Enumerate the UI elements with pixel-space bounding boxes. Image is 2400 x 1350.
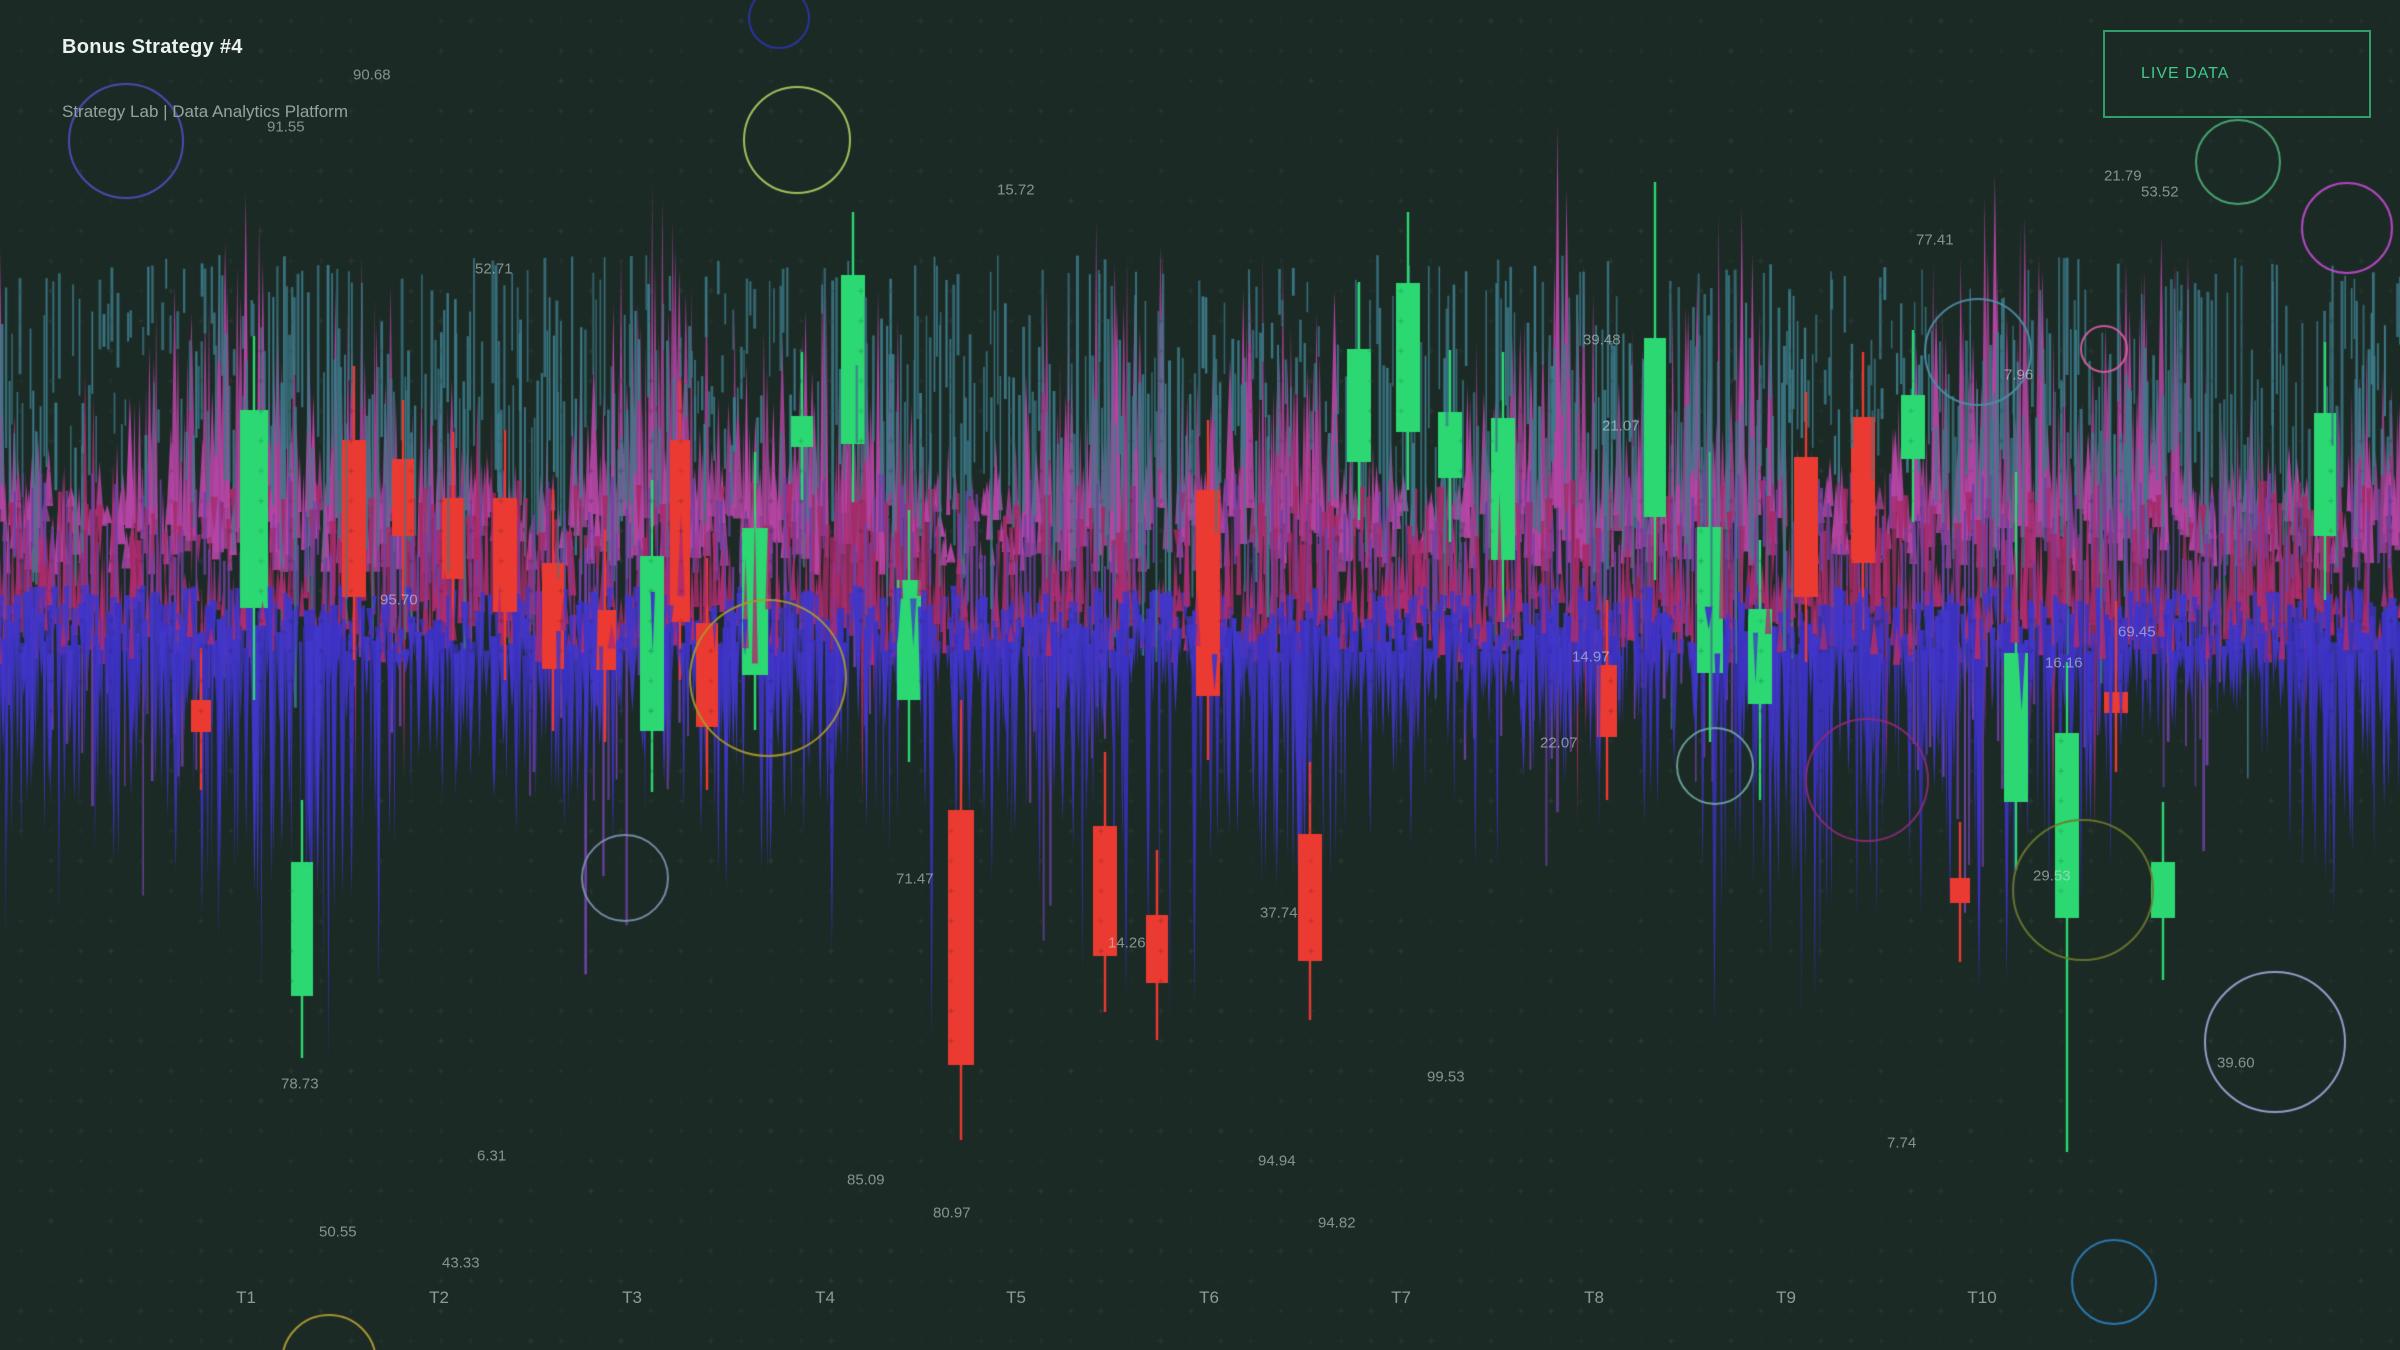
value-annotation: 14.26: [1108, 934, 1146, 952]
x-axis-label: T5: [1006, 1288, 1026, 1307]
value-annotation: 43.33: [442, 1254, 480, 1272]
value-annotation: 91.55: [267, 118, 305, 136]
value-annotation: 39.48: [1583, 331, 1621, 349]
value-annotation: 99.53: [1427, 1068, 1465, 1086]
page-title: Bonus Strategy #4: [62, 36, 243, 58]
value-annotation: 85.09: [847, 1171, 885, 1189]
value-annotation: 53.52: [2141, 183, 2179, 201]
value-annotation: 22.07: [1540, 734, 1578, 752]
value-annotation: 77.41: [1916, 231, 1954, 249]
x-axis-label: T6: [1199, 1288, 1219, 1307]
live-data-badge-label: LIVE DATA: [2141, 65, 2230, 82]
value-annotation: 94.94: [1258, 1152, 1296, 1170]
value-annotation: 80.97: [933, 1204, 971, 1222]
live-data-badge: LIVE DATA: [2103, 30, 2371, 118]
value-annotation: 90.68: [353, 66, 391, 84]
value-annotation: 69.45: [2118, 623, 2156, 641]
value-annotation: 14.97: [1572, 648, 1610, 666]
value-annotation: 39.60: [2217, 1054, 2255, 1072]
x-axis-label: T7: [1391, 1288, 1411, 1307]
value-annotation: 71.47: [896, 870, 934, 888]
value-annotation: 94.82: [1318, 1214, 1356, 1232]
value-annotation: 52.71: [475, 260, 513, 278]
value-annotation: 7.96: [2004, 366, 2034, 384]
x-axis-label: T1: [236, 1288, 256, 1307]
value-annotation: 7.74: [1887, 1134, 1917, 1152]
value-annotation: 37.74: [1260, 904, 1298, 922]
value-annotation: 21.79: [2104, 167, 2142, 185]
x-axis-label: T3: [622, 1288, 642, 1307]
value-annotation: 50.55: [319, 1223, 357, 1241]
x-axis-label: T2: [429, 1288, 449, 1307]
value-annotation: 21.07: [1602, 417, 1640, 435]
value-annotation: 15.72: [997, 181, 1035, 199]
value-annotation: 6.31: [477, 1147, 507, 1165]
x-axis-label: T9: [1776, 1288, 1796, 1307]
x-axis-label: T10: [1967, 1288, 1997, 1307]
value-annotation: 78.73: [281, 1075, 319, 1093]
x-axis-label: T8: [1584, 1288, 1604, 1307]
x-axis-label: T4: [815, 1288, 835, 1307]
page-subtitle: Strategy Lab | Data Analytics Platform: [62, 102, 348, 121]
value-annotation: 29.53: [2033, 867, 2071, 885]
value-annotation: 95.70: [380, 591, 418, 609]
value-annotation: 16.16: [2045, 654, 2083, 672]
